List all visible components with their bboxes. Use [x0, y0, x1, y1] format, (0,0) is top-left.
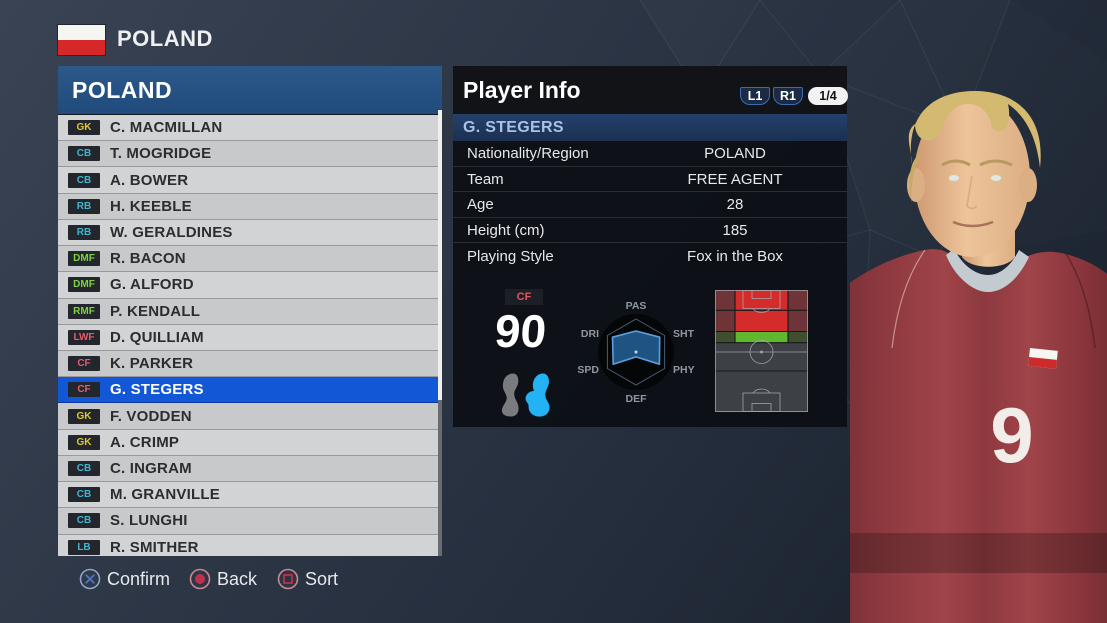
svg-text:PAS: PAS — [626, 300, 647, 312]
svg-text:SPD: SPD — [577, 364, 599, 376]
svg-text:9: 9 — [990, 391, 1033, 479]
svg-text:SHT: SHT — [673, 328, 695, 340]
svg-text:DRI: DRI — [581, 328, 599, 340]
svg-text:DEF: DEF — [626, 393, 648, 405]
svg-text:PHY: PHY — [673, 364, 695, 376]
